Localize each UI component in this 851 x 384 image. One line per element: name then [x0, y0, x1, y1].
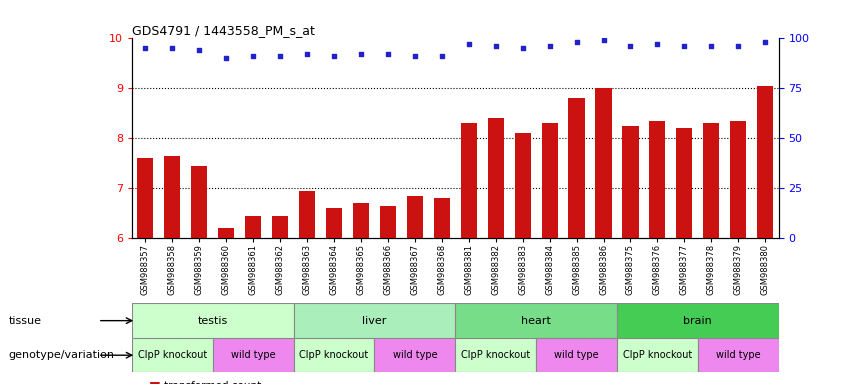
Text: wild type: wild type: [716, 350, 761, 360]
Text: wild type: wild type: [554, 350, 599, 360]
Bar: [698, 338, 779, 372]
Bar: [132, 303, 294, 338]
Bar: [213, 338, 294, 372]
Bar: [488, 118, 504, 238]
Point: [732, 43, 745, 50]
Point: [758, 39, 772, 45]
Text: brain: brain: [683, 316, 712, 326]
Bar: [730, 121, 746, 238]
Point: [488, 43, 502, 50]
Bar: [132, 338, 213, 372]
Text: ClpP knockout: ClpP knockout: [623, 350, 692, 360]
Bar: [515, 133, 531, 238]
Bar: [455, 303, 617, 338]
Bar: [536, 338, 617, 372]
Point: [435, 53, 448, 60]
Bar: [380, 205, 396, 238]
Point: [543, 43, 557, 50]
Text: GDS4791 / 1443558_PM_s_at: GDS4791 / 1443558_PM_s_at: [132, 24, 315, 37]
Point: [677, 43, 691, 50]
Point: [462, 41, 476, 48]
Text: wild type: wild type: [231, 350, 276, 360]
Bar: [407, 196, 423, 238]
Point: [597, 37, 610, 43]
Bar: [191, 166, 208, 238]
Bar: [294, 338, 374, 372]
Text: ClpP knockout: ClpP knockout: [300, 350, 368, 360]
Point: [354, 51, 368, 58]
Bar: [622, 126, 638, 238]
Point: [516, 45, 529, 51]
Bar: [677, 128, 693, 238]
Point: [220, 55, 233, 61]
Bar: [455, 338, 536, 372]
Bar: [272, 216, 288, 238]
Bar: [218, 228, 234, 238]
Text: transformed count: transformed count: [164, 381, 261, 384]
Bar: [596, 88, 612, 238]
Text: ■: ■: [149, 379, 165, 384]
Bar: [568, 98, 585, 238]
Text: heart: heart: [521, 316, 551, 326]
Point: [381, 51, 395, 58]
Point: [273, 53, 287, 60]
Bar: [434, 198, 450, 238]
Bar: [245, 216, 261, 238]
Text: liver: liver: [363, 316, 386, 326]
Text: ClpP knockout: ClpP knockout: [461, 350, 530, 360]
Bar: [164, 156, 180, 238]
Bar: [353, 203, 369, 238]
Bar: [617, 338, 698, 372]
Text: genotype/variation: genotype/variation: [9, 350, 115, 360]
Bar: [137, 158, 153, 238]
Point: [247, 53, 260, 60]
Text: wild type: wild type: [392, 350, 437, 360]
Bar: [757, 86, 774, 238]
Point: [650, 41, 664, 48]
Bar: [374, 338, 455, 372]
Bar: [326, 208, 342, 238]
Point: [139, 45, 152, 51]
Point: [192, 47, 206, 53]
Point: [408, 53, 422, 60]
Bar: [703, 123, 719, 238]
Point: [570, 39, 584, 45]
Bar: [649, 121, 665, 238]
Point: [327, 53, 340, 60]
Text: tissue: tissue: [9, 316, 42, 326]
Bar: [617, 303, 779, 338]
Point: [165, 45, 179, 51]
Bar: [294, 303, 455, 338]
Point: [705, 43, 718, 50]
Bar: [460, 123, 477, 238]
Point: [624, 43, 637, 50]
Bar: [299, 190, 315, 238]
Text: testis: testis: [197, 316, 228, 326]
Bar: [541, 123, 557, 238]
Text: ClpP knockout: ClpP knockout: [138, 350, 207, 360]
Point: [300, 51, 314, 58]
